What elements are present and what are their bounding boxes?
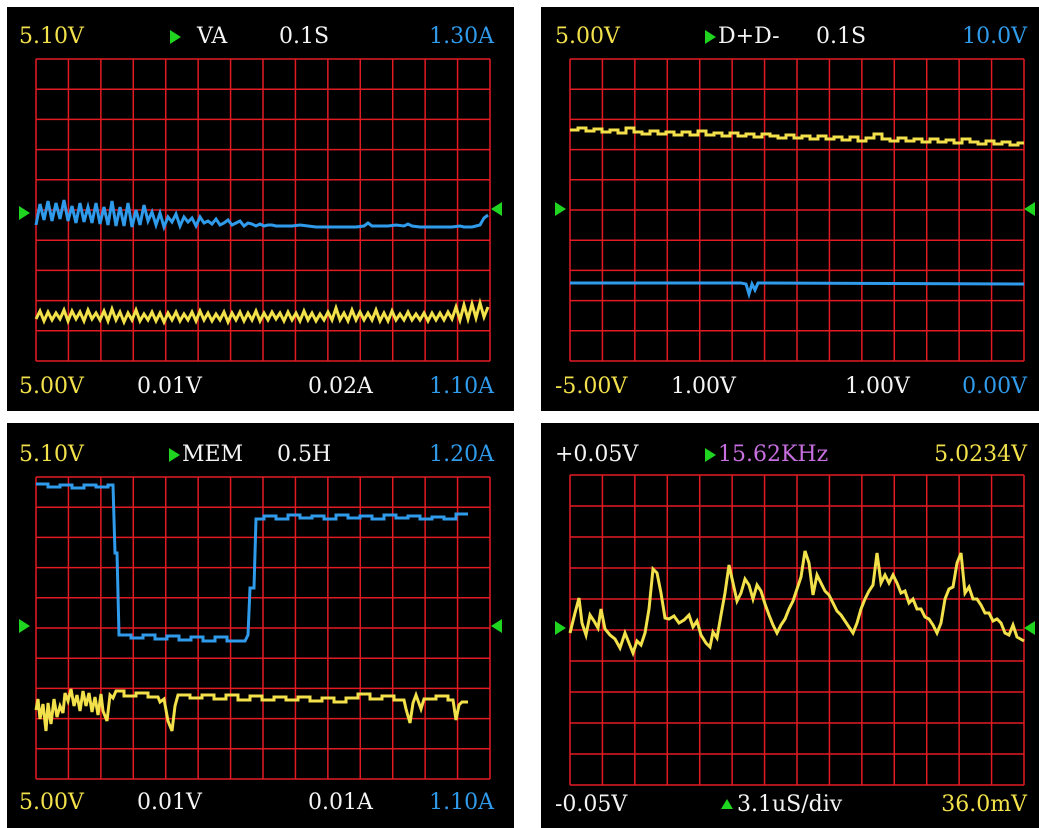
play-triangle-icon xyxy=(169,448,180,462)
waveform-scope-panel: +0.05V 15.62KHz 5.0234V -0.05V 3.1uS/div… xyxy=(541,423,1039,828)
va-mode-label: VA xyxy=(197,24,228,49)
dpdm-bottom-left-voltage: -5.00V xyxy=(555,374,628,399)
dpdm-bottom-right-voltage: 0.00V xyxy=(962,374,1027,399)
va-top-right-current: 1.30A xyxy=(429,24,494,49)
left-level-marker-icon xyxy=(19,619,30,633)
va-top-left-voltage: 5.10V xyxy=(19,24,84,49)
play-triangle-icon xyxy=(705,448,716,462)
dpdm-top-left-voltage: 5.00V xyxy=(555,24,620,49)
play-triangle-icon xyxy=(170,30,181,44)
right-level-marker-icon xyxy=(1024,621,1035,635)
waveform-bottom-left-offset: -0.05V xyxy=(555,792,628,817)
waveform-top-left-offset: +0.05V xyxy=(555,442,639,467)
mem-bottom-right-current: 1.10A xyxy=(429,790,494,815)
waveform-timebase: 3.1uS/div xyxy=(721,793,842,817)
mem-top-right-current: 1.20A xyxy=(429,442,494,467)
va-current-scale: 0.02A xyxy=(308,374,373,399)
va-bottom-left-voltage: 5.00V xyxy=(19,374,84,399)
left-level-marker-icon xyxy=(555,202,566,216)
dpdm-traces xyxy=(570,126,1025,300)
mem-scope-panel: 5.10V MEM 0.5H 1.20A 5.00V 0.01V 0.01A 1… xyxy=(7,423,514,828)
mem-grid xyxy=(35,476,491,780)
va-traces xyxy=(34,199,490,326)
dpdm-ch2-scale: 1.00V xyxy=(845,374,910,399)
va-timebase: 0.1S xyxy=(279,24,330,49)
dpdm-dminus-trace xyxy=(570,279,1025,300)
va-voltage-trace xyxy=(34,297,490,326)
waveform-top-right-voltage: 5.0234V xyxy=(934,442,1027,467)
waveform-frequency: 15.62KHz xyxy=(718,442,829,467)
va-bottom-right-current: 1.10A xyxy=(429,374,494,399)
mem-bottom-left-voltage: 5.00V xyxy=(19,790,84,815)
dpdm-dplus-trace xyxy=(570,126,1024,147)
dpdm-top-right-voltage: 10.0V xyxy=(962,24,1027,49)
dpdm-timebase: 0.1S xyxy=(816,24,867,49)
left-level-marker-icon xyxy=(555,621,566,635)
mem-mode-label: MEM xyxy=(182,442,244,467)
va-current-trace xyxy=(34,199,489,232)
waveform-bottom-right-voltage: 36.0mV xyxy=(941,792,1027,817)
waveform-traces xyxy=(568,550,1025,658)
va-voltage-scale: 0.01V xyxy=(137,374,202,399)
dpdm-ch1-scale: 1.00V xyxy=(671,374,736,399)
mem-timebase: 0.5H xyxy=(277,442,332,467)
left-level-marker-icon xyxy=(19,206,30,220)
dpdm-mode-label: D+D- xyxy=(718,24,780,49)
mem-current-scale: 0.01A xyxy=(308,790,373,815)
waveform-timebase-value: 3.1uS/div xyxy=(737,792,843,817)
up-arrow-icon xyxy=(721,799,733,809)
mem-current-trace xyxy=(36,482,468,643)
mem-voltage-scale: 0.01V xyxy=(137,790,202,815)
mem-top-left-voltage: 5.10V xyxy=(19,442,84,467)
va-scope-panel: 5.10V VA 0.1S 1.30A 5.00V 0.01V 0.02A 1.… xyxy=(7,7,514,411)
right-level-marker-icon xyxy=(491,202,502,216)
mem-voltage-trace xyxy=(34,688,468,732)
play-triangle-icon xyxy=(705,30,716,44)
right-level-marker-icon xyxy=(491,619,502,633)
right-level-marker-icon xyxy=(1024,202,1035,216)
waveform-signal-trace xyxy=(568,550,1025,658)
mem-traces xyxy=(34,482,468,732)
dpdm-scope-panel: 5.00V D+D- 0.1S 10.0V -5.00V 1.00V 1.00V… xyxy=(541,7,1039,411)
dpdm-grid xyxy=(569,58,1025,362)
